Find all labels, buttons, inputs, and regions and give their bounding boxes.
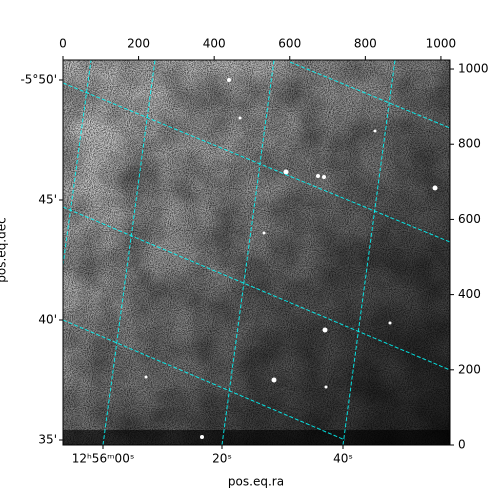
y-tick-label: 1000 <box>458 62 489 76</box>
dec-tick-label: 35' <box>38 433 57 447</box>
x-tick-label: 400 <box>203 37 226 51</box>
stars <box>144 78 438 439</box>
x-tick-label: 0 <box>59 37 67 51</box>
x-axis-label: pos.eq.ra <box>228 475 284 489</box>
y-tick-label: 400 <box>458 287 481 301</box>
y-tick-label: 600 <box>458 212 481 226</box>
x-tick-label: 1000 <box>426 37 457 51</box>
coordinate-grid <box>63 60 450 445</box>
dec-tick-label: 40' <box>38 313 57 327</box>
y-axis-label: pos.eq.dec <box>0 217 9 282</box>
dec-tick-label: -5°50' <box>20 73 57 87</box>
ra-tick-label: 12ʰ56ᵐ00ˢ <box>72 452 135 466</box>
dec-tick-label: 45' <box>38 193 57 207</box>
x-tick-label: 600 <box>278 37 301 51</box>
x-tick-label: 800 <box>354 37 377 51</box>
ra-tick-label: 40ˢ <box>333 452 353 466</box>
x-tick-label: 200 <box>127 37 150 51</box>
y-tick-label: 0 <box>458 438 466 452</box>
sky-image <box>63 60 450 445</box>
y-tick-label: 200 <box>458 362 481 376</box>
y-tick-label: 800 <box>458 137 481 151</box>
plot-frame <box>62 59 451 446</box>
ra-tick-label: 20ˢ <box>212 452 232 466</box>
